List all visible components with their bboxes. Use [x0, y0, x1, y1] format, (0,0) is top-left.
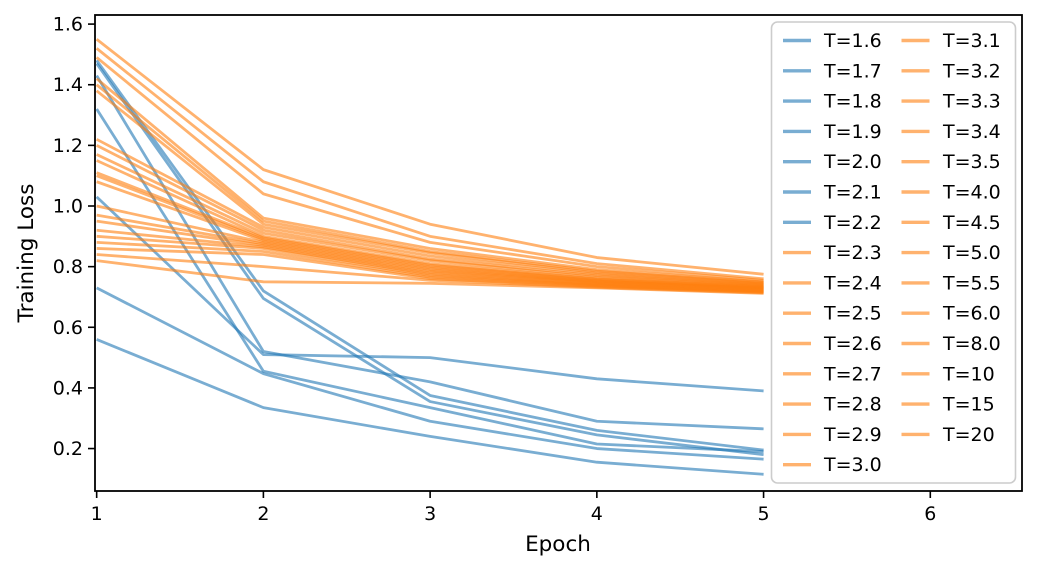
legend-label-t-1.6: T=1.6	[823, 30, 882, 52]
legend-item-t-15: T=15	[901, 394, 995, 416]
legend-item-t-5.0: T=5.0	[901, 242, 1001, 264]
loss-line-t-1.7	[96, 286, 764, 461]
legend-item-t-2.1: T=2.1	[783, 182, 882, 204]
legend-label-t-5.0: T=5.0	[942, 242, 1001, 264]
legend-item-t-3.4: T=3.4	[901, 121, 1001, 143]
legend-item-t-2.7: T=2.7	[783, 363, 882, 385]
legend-item-t-3.1: T=3.1	[901, 30, 1001, 52]
x-axis-label: Epoch	[525, 532, 591, 557]
legend-item-t-4.0: T=4.0	[901, 182, 1001, 204]
legend-label-t-2.9: T=2.9	[823, 424, 882, 446]
legend-item-t-2.9: T=2.9	[783, 424, 882, 446]
legend-label-t-5.5: T=5.5	[942, 272, 1001, 294]
legend-label-t-2.8: T=2.8	[823, 394, 882, 416]
loss-line-t-2.2	[95, 59, 764, 452]
legend-label-t-3.1: T=3.1	[942, 30, 1001, 52]
legend-label-t-3.0: T=3.0	[823, 454, 882, 476]
y-tick-label-0.2: 0.2	[53, 438, 83, 460]
legend-label-t-1.7: T=1.7	[823, 60, 882, 82]
loss-line-t-10	[95, 56, 764, 282]
legend-item-t-1.7: T=1.7	[783, 60, 882, 82]
legend-label-t-6.0: T=6.0	[942, 303, 1001, 325]
legend-label-t-8.0: T=8.0	[942, 333, 1001, 355]
legend-item-t-20: T=20	[901, 424, 995, 446]
legend-item-t-4.5: T=4.5	[901, 212, 1001, 234]
legend-label-t-3.2: T=3.2	[942, 60, 1001, 82]
legend-item-t-3.5: T=3.5	[901, 151, 1001, 173]
legend-item-t-1.6: T=1.6	[783, 30, 882, 52]
legend-item-t-1.9: T=1.9	[783, 121, 882, 143]
legend-item-t-2.3: T=2.3	[783, 242, 882, 264]
x-tick-label-4: 4	[591, 503, 603, 525]
loss-line-t-1.6	[96, 338, 764, 476]
x-tick-label-2: 2	[257, 503, 269, 525]
y-tick-label-1.4: 1.4	[53, 74, 83, 96]
loss-line-t-15	[95, 47, 764, 281]
legend-label-t-4.5: T=4.5	[942, 212, 1001, 234]
loss-line-t-20	[95, 38, 764, 276]
y-axis-ticks: 0.2 0.4 0.6 0.8 1.0 1.2 1.4 1.6	[53, 14, 95, 460]
x-tick-label-3: 3	[424, 503, 436, 525]
legend-item-t-3.0: T=3.0	[783, 454, 882, 476]
legend-label-t-1.9: T=1.9	[823, 121, 882, 143]
legend-label-t-2.1: T=2.1	[823, 182, 882, 204]
legend-item-t-2.0: T=2.0	[783, 151, 882, 173]
loss-line-t-8.0	[95, 77, 764, 284]
legend-label-t-2.6: T=2.6	[823, 333, 882, 355]
legend-label-t-2.2: T=2.2	[823, 212, 882, 234]
legend-item-t-2.4: T=2.4	[783, 272, 882, 294]
legend-label-t-1.8: T=1.8	[823, 91, 882, 113]
x-axis-ticks: 1 2 3 4 5 6	[91, 491, 936, 525]
legend-item-t-2.5: T=2.5	[783, 303, 882, 325]
legend-label-t-2.0: T=2.0	[823, 151, 882, 173]
legend-label-t-2.5: T=2.5	[823, 303, 882, 325]
legend-label-t-3.3: T=3.3	[942, 91, 1001, 113]
legend-label-t-2.4: T=2.4	[823, 272, 882, 294]
x-tick-label-6: 6	[924, 503, 936, 525]
legend-label-t-2.7: T=2.7	[823, 363, 882, 385]
legend-item-t-3.2: T=3.2	[901, 60, 1001, 82]
legend-label-t-2.3: T=2.3	[823, 242, 882, 264]
legend-label-t-10: T=10	[942, 363, 995, 385]
x-tick-label-1: 1	[91, 503, 103, 525]
y-tick-label-1.6: 1.6	[53, 14, 83, 36]
x-tick-label-5: 5	[758, 503, 770, 525]
legend-item-t-2.2: T=2.2	[783, 212, 882, 234]
loss-line-t-5.5	[95, 89, 764, 285]
legend-item-t-5.5: T=5.5	[901, 272, 1001, 294]
legend-item-t-3.3: T=3.3	[901, 91, 1001, 113]
legend-item-t-10: T=10	[901, 363, 995, 385]
legend-item-t-1.8: T=1.8	[783, 91, 882, 113]
y-tick-label-0.6: 0.6	[53, 317, 83, 339]
y-tick-label-1: 1.0	[53, 196, 83, 218]
plot-border	[94, 14, 1023, 492]
y-axis-label: Training Loss	[14, 184, 39, 324]
y-tick-label-0.8: 0.8	[53, 256, 83, 278]
loss-line-t-1.9	[95, 108, 764, 453]
legend-label-t-3.5: T=3.5	[942, 151, 1001, 173]
legend-item-t-2.8: T=2.8	[783, 394, 882, 416]
legend-label-t-15: T=15	[942, 394, 995, 416]
loss-line-t-2.0	[95, 74, 764, 431]
legend-box	[770, 21, 1017, 484]
loss-lines	[95, 38, 764, 476]
legend-label-t-4.0: T=4.0	[942, 182, 1001, 204]
legend: T=1.6 T=1.7 T=1.8 T=1.9 T=2.0 T=2.1 T=2.2 T=2.3…	[770, 21, 1017, 484]
legend-item-t-2.6: T=2.6	[783, 333, 882, 355]
loss-line-t-1.8	[95, 195, 764, 393]
y-tick-label-1.2: 1.2	[53, 135, 83, 157]
legend-label-t-3.4: T=3.4	[942, 121, 1001, 143]
legend-item-t-8.0: T=8.0	[901, 333, 1001, 355]
y-tick-label-0.4: 0.4	[53, 377, 83, 399]
legend-label-t-20: T=20	[942, 424, 995, 446]
legend-item-t-6.0: T=6.0	[901, 303, 1001, 325]
